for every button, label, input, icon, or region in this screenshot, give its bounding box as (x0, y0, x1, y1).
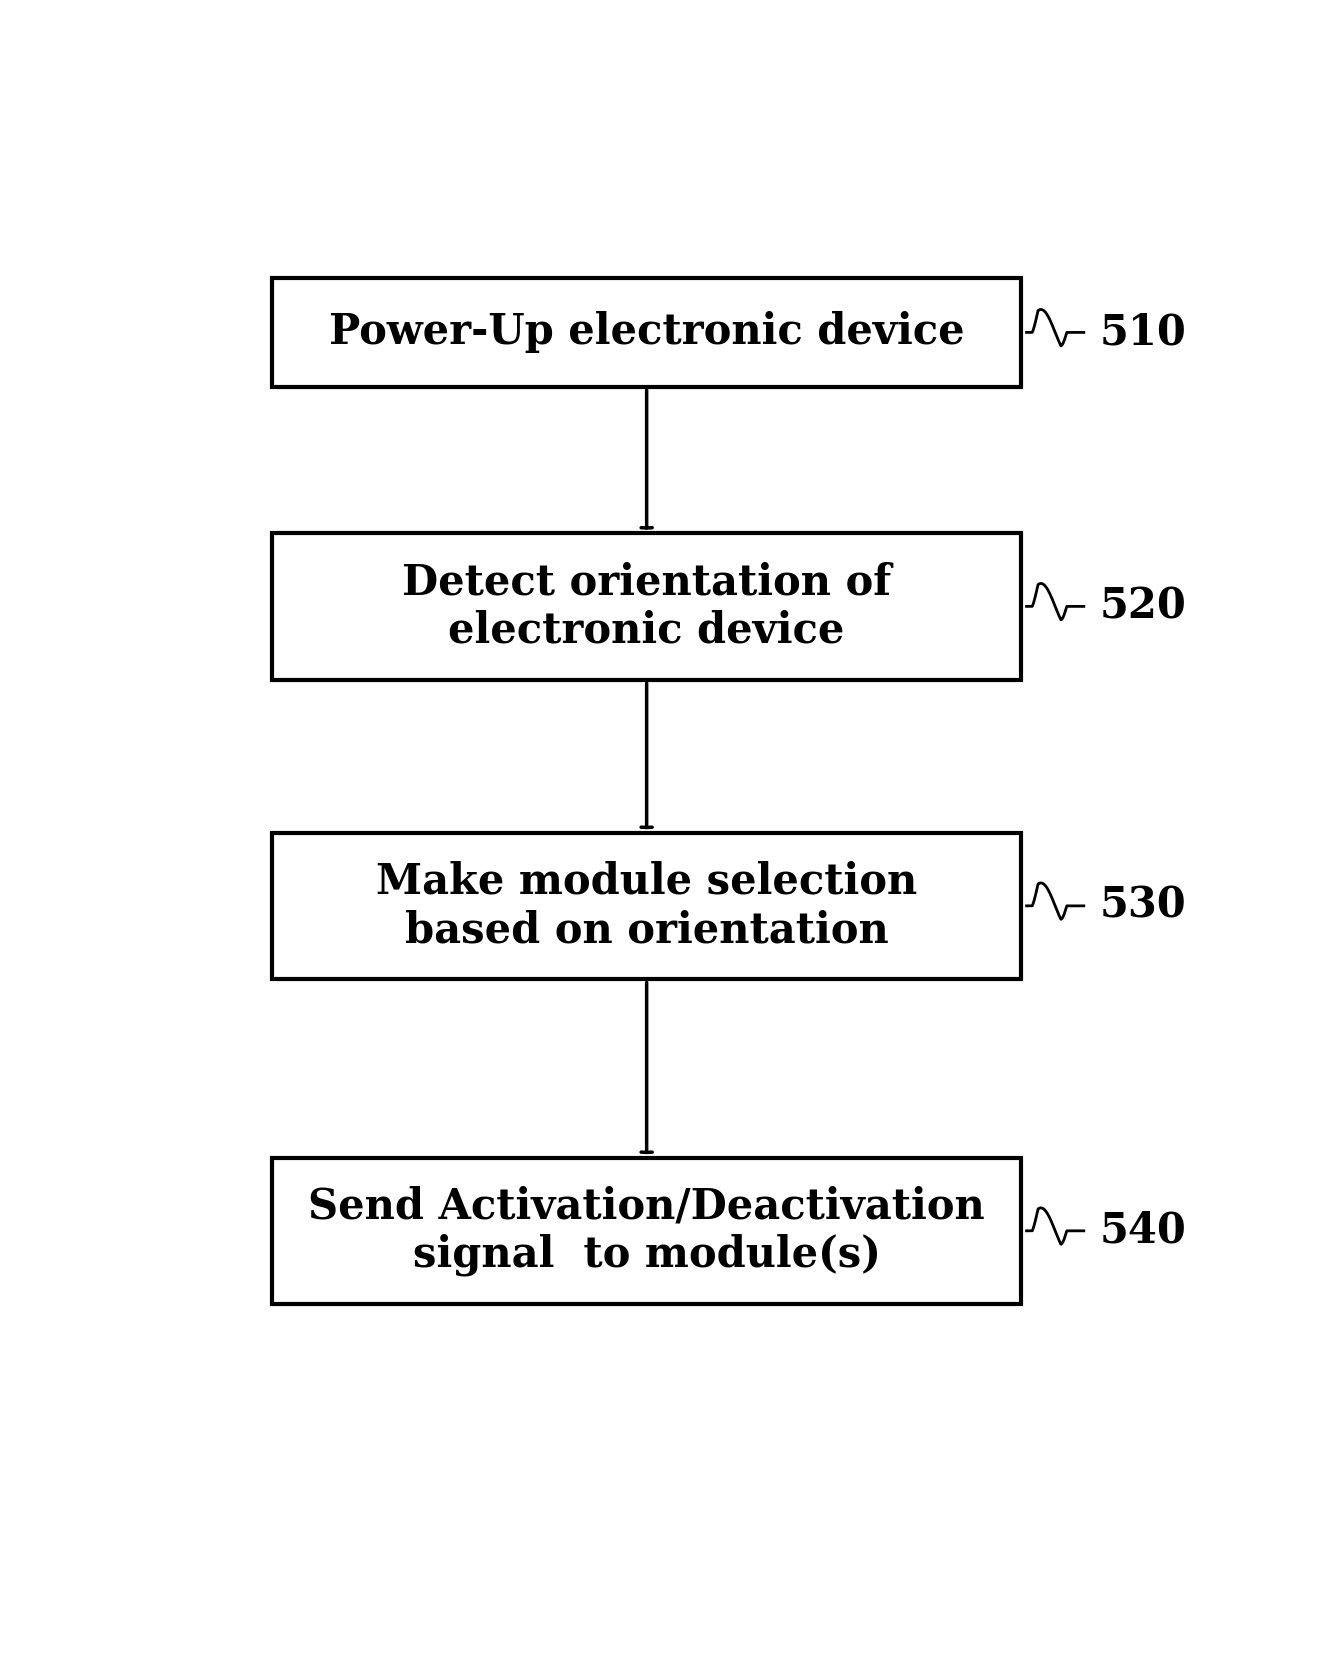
Bar (273, 832, 1021, 980)
Text: Send Activation/Deactivation
signal  to module(s): Send Activation/Deactivation signal to m… (309, 1185, 984, 1276)
Text: 530: 530 (1100, 885, 1186, 927)
Text: Detect orientation of
electronic device: Detect orientation of electronic device (402, 561, 892, 652)
Text: 520: 520 (1100, 586, 1186, 627)
Bar (273, 533, 1021, 680)
Bar (273, 278, 1021, 387)
Text: 540: 540 (1100, 1210, 1186, 1251)
Text: Power-Up electronic device: Power-Up electronic device (329, 311, 964, 354)
Text: Make module selection
based on orientation: Make module selection based on orientati… (376, 861, 917, 952)
Text: 510: 510 (1100, 311, 1186, 354)
Bar (273, 1157, 1021, 1304)
